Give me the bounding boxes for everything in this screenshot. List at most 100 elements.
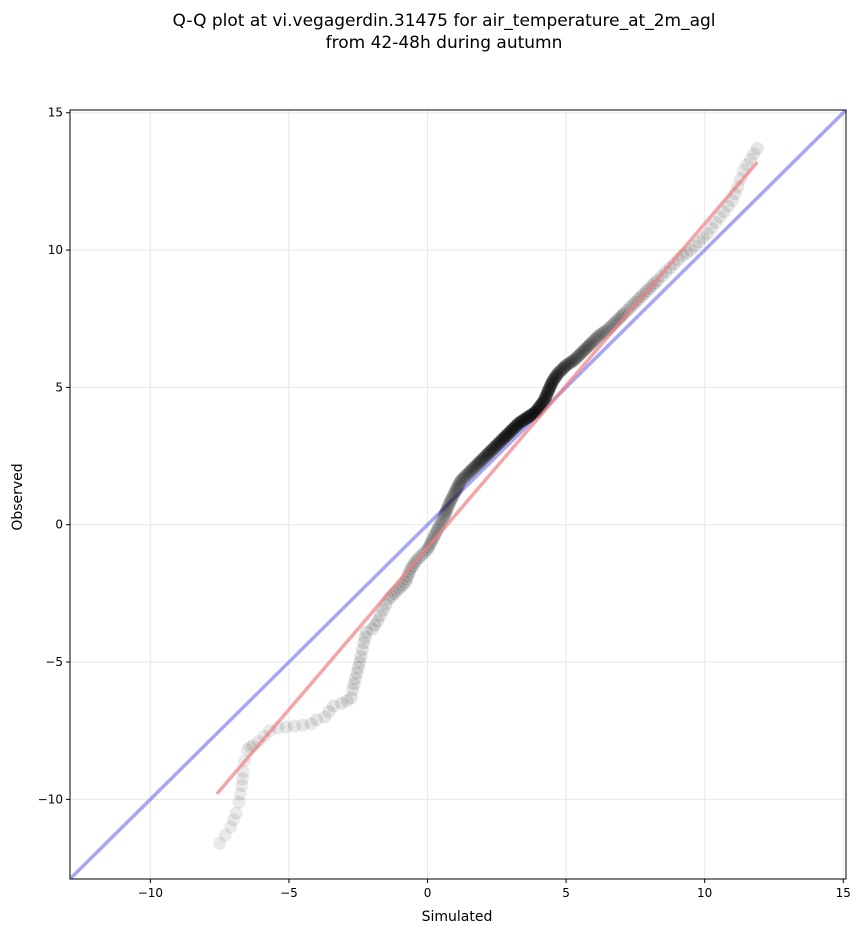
qq-point (515, 414, 529, 428)
qq-point (544, 378, 558, 392)
qq-point (535, 397, 549, 411)
qq-point (489, 439, 503, 453)
qq-point (449, 483, 463, 497)
qq-point (587, 333, 601, 347)
qq-point (344, 691, 358, 705)
chart-title: Q-Q plot at vi.vegagerdin.31475 for air_… (172, 11, 715, 31)
qq-point (559, 358, 573, 372)
qq-point (494, 434, 508, 448)
qq-point (584, 336, 598, 350)
y-tick-label: 5 (55, 380, 63, 394)
qq-point (368, 618, 382, 632)
qq-point (512, 416, 526, 430)
qq-point (532, 400, 546, 414)
qq-point (322, 704, 336, 718)
qq-point (481, 446, 495, 460)
qq-point (482, 445, 496, 459)
qq-point (721, 199, 735, 213)
qq-point (353, 655, 367, 669)
qq-point (479, 449, 493, 463)
qq-point (495, 433, 509, 447)
qq-point (578, 342, 592, 356)
qq-point (538, 392, 552, 406)
qq-point (537, 393, 551, 407)
qq-point (586, 335, 600, 349)
qq-point (560, 358, 574, 372)
qq-point (505, 423, 519, 437)
qq-point (534, 398, 548, 412)
qq-point (747, 147, 761, 161)
qq-point (358, 630, 372, 644)
qq-point (533, 399, 547, 413)
qq-point (476, 452, 490, 466)
qq-point (427, 529, 441, 543)
qq-point (527, 406, 541, 420)
qq-point (516, 413, 530, 427)
qq-point (525, 407, 539, 421)
qq-point (499, 429, 513, 443)
qq-point (577, 343, 591, 357)
fit-line (215, 161, 759, 795)
qq-point (684, 243, 698, 257)
qq-point (450, 481, 464, 495)
qq-point (485, 443, 499, 457)
qq-point (475, 453, 489, 467)
qq-point (446, 489, 460, 503)
qq-point (565, 355, 579, 369)
qq-point (251, 735, 265, 749)
qq-point (229, 806, 243, 820)
qq-point (491, 437, 505, 451)
qq-point (498, 430, 512, 444)
qq-point (539, 390, 553, 404)
qq-point (348, 672, 362, 686)
qq-point (490, 438, 504, 452)
qq-point (536, 396, 550, 410)
qq-point (581, 339, 595, 353)
plot-frame (69, 109, 847, 880)
y-tick-label: −10 (38, 792, 63, 806)
qq-point (444, 494, 458, 508)
qq-point (467, 461, 481, 475)
qq-point (502, 426, 516, 440)
qq-point (488, 440, 502, 454)
qq-point (536, 395, 550, 409)
y-tick-label: 15 (48, 106, 63, 120)
qq-point (347, 677, 361, 691)
qq-point (518, 412, 532, 426)
qq-point (521, 410, 535, 424)
qq-point (583, 338, 597, 352)
qq-point (510, 418, 524, 432)
x-tick-label: 15 (836, 886, 851, 900)
qq-point (451, 479, 465, 493)
qq-point (487, 441, 501, 455)
qq-point (692, 235, 706, 249)
qq-point (376, 603, 390, 617)
qq-point (520, 411, 534, 425)
qq-point (553, 365, 567, 379)
qq-point (705, 221, 719, 235)
x-tick-label: 0 (424, 886, 432, 900)
qq-point (743, 152, 757, 166)
qq-point (508, 420, 522, 434)
qq-point (514, 415, 528, 429)
qq-point (371, 614, 385, 628)
qq-point (474, 454, 488, 468)
qq-point (510, 418, 524, 432)
qq-point (448, 485, 462, 499)
qq-point (544, 377, 558, 391)
qq-point (440, 503, 454, 517)
qq-point (445, 491, 459, 505)
qq-point (497, 431, 511, 445)
qq-point (592, 328, 606, 342)
qq-point (558, 359, 572, 373)
qq-point (573, 347, 587, 361)
qq-point (477, 451, 491, 465)
qq-point (545, 376, 559, 390)
qq-point (360, 625, 374, 639)
qq-point (519, 411, 533, 425)
qq-point (623, 301, 637, 315)
qq-point (454, 474, 468, 488)
qq-point (346, 682, 360, 696)
identity-line (70, 110, 846, 879)
